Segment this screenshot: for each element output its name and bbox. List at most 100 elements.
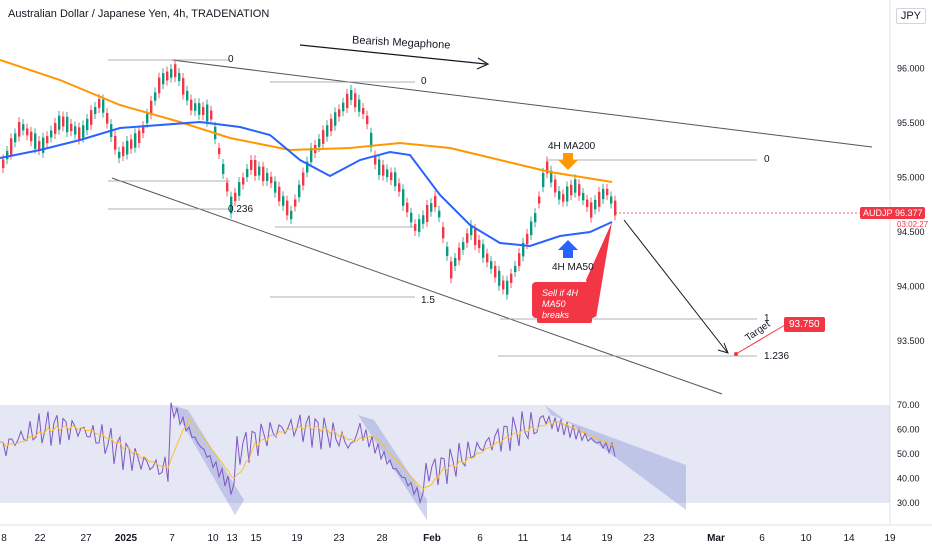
candle-body — [418, 219, 421, 232]
candle-body — [82, 125, 85, 138]
candle-body — [438, 210, 441, 218]
x-tick-label: 23 — [333, 533, 345, 544]
candle-body — [518, 253, 521, 267]
projection-line — [623, 219, 728, 353]
candle-body — [358, 99, 361, 112]
candle-body — [382, 164, 385, 176]
candle-body — [62, 116, 65, 127]
rsi-line — [0, 402, 616, 505]
candle-body — [282, 196, 285, 206]
x-tick-label: 19 — [601, 533, 613, 544]
candle-body — [102, 99, 105, 113]
candle-body — [50, 130, 53, 138]
candle-body — [142, 125, 145, 134]
candle-body — [194, 103, 197, 111]
candle-body — [362, 107, 365, 115]
candle-body — [138, 130, 141, 144]
chart-title: Australian Dollar / Japanese Yen, 4h, TR… — [8, 8, 270, 20]
candle-body — [270, 176, 273, 184]
candle-body — [378, 159, 381, 175]
candle-body — [550, 170, 553, 183]
price-axis-bg — [890, 0, 932, 550]
candle-body — [574, 179, 577, 193]
candle-body — [610, 196, 613, 204]
candle-body — [154, 92, 157, 101]
candle-body — [366, 115, 369, 125]
currency-badge[interactable]: JPY — [895, 8, 926, 24]
candle-body — [590, 202, 593, 218]
y-tick-label: 94.000 — [897, 282, 925, 292]
y-tick-label: 93.500 — [897, 336, 925, 346]
candle-body — [182, 78, 185, 95]
ma200-label: 4H MA200 — [548, 141, 596, 152]
candle-body — [90, 110, 93, 125]
candle-body — [134, 133, 137, 148]
megaphone-arrowhead — [476, 57, 490, 70]
candle-body — [174, 64, 177, 78]
candle-body — [514, 265, 517, 273]
lower-trendline — [111, 177, 723, 395]
x-tick-label: 15 — [250, 533, 262, 544]
countdown: 03:02:27 — [897, 220, 929, 229]
target-line — [735, 321, 791, 355]
x-tick-label: 7 — [169, 533, 175, 544]
y-tick-label: 96.000 — [897, 64, 925, 74]
candle-body — [210, 110, 213, 120]
candle-body — [426, 205, 429, 222]
candle-body — [122, 146, 125, 157]
rsi-tick-label: 30.00 — [897, 498, 920, 508]
candle-body — [406, 202, 409, 213]
rsi-tick-label: 70.00 — [897, 400, 920, 410]
candle-body — [350, 90, 353, 100]
candle-body — [38, 141, 41, 151]
candle-body — [594, 199, 597, 210]
x-tick-label: 6 — [759, 533, 765, 544]
candle-body — [294, 199, 297, 207]
x-tick-label: 22 — [34, 533, 46, 544]
candle-body — [298, 184, 301, 198]
candle-body — [262, 166, 265, 182]
candle-body — [498, 270, 501, 286]
candle-body — [258, 166, 261, 176]
x-tick-label: 6 — [477, 533, 483, 544]
candle-body — [186, 90, 189, 101]
rsi-tick-label: 50.00 — [897, 449, 920, 459]
rsi-band — [0, 405, 890, 503]
candle-body — [542, 172, 545, 188]
x-tick-label: 14 — [843, 533, 855, 544]
megaphone-arrow — [299, 44, 487, 65]
candle-body — [274, 181, 277, 193]
x-tick-label: 27 — [80, 533, 92, 544]
candle-body — [526, 233, 529, 245]
fib-label: 0 — [764, 154, 770, 165]
candle-body — [462, 242, 465, 250]
x-tick-label: Mar — [707, 533, 725, 544]
candle-body — [570, 184, 573, 196]
candle-body — [306, 161, 309, 173]
candle-body — [390, 172, 393, 181]
candle-body — [458, 247, 461, 261]
candle-body — [42, 137, 45, 153]
candle-body — [606, 188, 609, 196]
y-tick-label: 94.500 — [897, 227, 925, 237]
candle-body — [558, 191, 561, 200]
candle-body — [222, 164, 225, 174]
candle-body — [490, 261, 493, 269]
candle-body — [410, 212, 413, 223]
candle-body — [190, 99, 193, 111]
candle-body — [58, 115, 61, 130]
symbol-tag: AUDJPY — [860, 207, 902, 219]
candle-body — [482, 244, 485, 258]
candle-body — [450, 261, 453, 279]
candle-body — [78, 127, 81, 140]
candle-body — [230, 196, 233, 214]
candle-body — [202, 106, 205, 116]
candle-body — [578, 184, 581, 196]
candle-body — [434, 195, 437, 208]
x-tick-label: 13 — [226, 533, 238, 544]
fib-label: 1 — [764, 313, 770, 324]
x-tick-label: 10 — [207, 533, 219, 544]
upper-trendline — [171, 59, 873, 148]
candle-body — [206, 104, 209, 122]
candle-body — [398, 183, 401, 192]
